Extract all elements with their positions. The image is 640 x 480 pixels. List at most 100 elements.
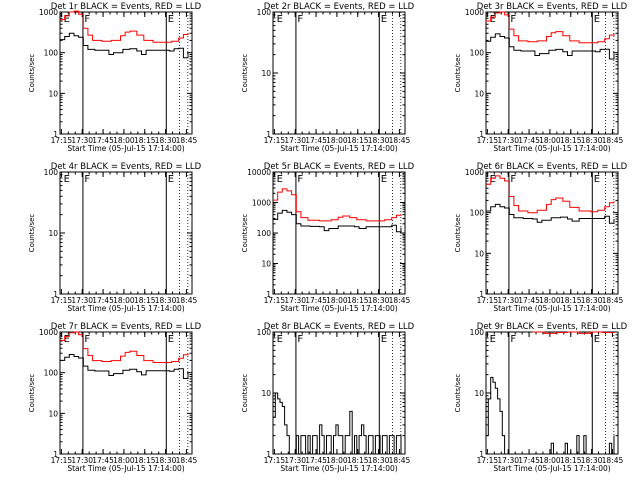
time-marker-label: E [490, 334, 496, 345]
x-axis-label: Start Time (05-Jul-15 17:14:00) [67, 304, 184, 313]
x-tick-label: 17:30 [284, 136, 306, 145]
x-tick-label: 18:30 [155, 456, 177, 465]
chart-title: Det 1r BLACK = Events, RED = LLD [51, 2, 202, 12]
chart-title: Det 2r BLACK = Events, RED = LLD [264, 2, 415, 12]
x-tick-label: 18:00 [326, 456, 348, 465]
y-tick-label: 10 [48, 89, 58, 98]
x-tick-label: 18:30 [581, 456, 603, 465]
x-tick-label: 18:15 [347, 456, 369, 465]
y-tick-label: 100 [257, 8, 272, 17]
y-tick-label: 1 [53, 290, 58, 299]
y-axis-label: Counts/sec [454, 54, 462, 93]
lld-rate-line [60, 331, 189, 363]
y-tick-label: 1000 [39, 328, 58, 337]
y-tick-label: 100 [257, 229, 272, 238]
time-marker-label: E [277, 14, 283, 25]
x-axis-label: Start Time (05-Jul-15 17:14:00) [280, 304, 397, 313]
y-tick-label: 1 [479, 450, 484, 459]
y-tick-label: 1 [266, 290, 271, 299]
x-tick-label: 17:15 [264, 456, 286, 465]
y-tick-label: 100 [44, 49, 59, 58]
y-axis-label: Counts/sec [454, 214, 462, 253]
x-tick-label: 17:30 [71, 296, 93, 305]
x-tick-label: 18:30 [368, 456, 390, 465]
x-axis-label: Start Time (05-Jul-15 17:14:00) [280, 464, 397, 473]
x-tick-label: 17:45 [518, 456, 540, 465]
y-tick-label: 1 [53, 450, 58, 459]
y-tick-label: 1 [266, 130, 271, 139]
time-marker-label: F [297, 334, 303, 345]
y-tick-label: 1 [53, 130, 58, 139]
x-tick-label: 18:15 [347, 136, 369, 145]
y-tick-label: 1 [479, 130, 484, 139]
x-tick-label: 17:30 [497, 136, 519, 145]
event-rate-line [273, 209, 402, 233]
time-marker-label: F [510, 14, 516, 25]
plot-frame [272, 11, 406, 135]
x-axis-label: Start Time (05-Jul-15 17:14:00) [67, 144, 184, 153]
chart-title: Det 4r BLACK = Events, RED = LLD [51, 162, 202, 172]
y-tick-label: 100 [470, 49, 485, 58]
x-tick-label: 18:00 [326, 136, 348, 145]
time-marker-label: E [168, 174, 174, 185]
lld-rate-line [532, 331, 615, 334]
x-axis-label: Start Time (05-Jul-15 17:14:00) [67, 464, 184, 473]
x-tick-label: 18:00 [539, 136, 561, 145]
x-tick-label: 17:15 [51, 136, 73, 145]
chart-title: Det 8r BLACK = Events, RED = LLD [264, 322, 415, 332]
x-axis-label: Start Time (05-Jul-15 17:14:00) [280, 144, 397, 153]
y-tick-label: 1000 [39, 8, 58, 17]
y-axis-label: Counts/sec [28, 54, 36, 93]
x-tick-label: 18:45 [176, 136, 198, 145]
event-rate-line [60, 354, 189, 379]
time-marker-label: F [84, 174, 90, 185]
x-tick-label: 17:45 [92, 456, 114, 465]
lld-rate-line [486, 11, 615, 44]
x-tick-label: 18:30 [368, 136, 390, 145]
x-tick-label: 18:30 [581, 296, 603, 305]
time-marker-label: E [168, 14, 174, 25]
x-tick-label: 18:15 [560, 456, 582, 465]
plot-frame [485, 11, 619, 135]
time-marker-label: E [490, 174, 496, 185]
x-tick-label: 17:45 [92, 136, 114, 145]
x-tick-label: 18:15 [560, 136, 582, 145]
plot-frame [59, 11, 193, 135]
time-marker-label: E [168, 334, 174, 345]
y-tick-label: 10 [48, 229, 58, 238]
x-tick-label: 18:15 [134, 136, 156, 145]
time-marker-label: F [84, 14, 90, 25]
y-tick-label: 100 [44, 168, 59, 177]
chart-title: Det 7r BLACK = Events, RED = LLD [51, 322, 202, 332]
time-marker-label: E [594, 174, 600, 185]
time-marker-label: E [381, 334, 387, 345]
time-marker-label: E [277, 334, 283, 345]
x-tick-label: 18:30 [155, 136, 177, 145]
time-marker-label: E [381, 14, 387, 25]
y-tick-label: 10 [48, 409, 58, 418]
lld-rate-line [486, 175, 615, 214]
chart-title: Det 6r BLACK = Events, RED = LLD [477, 162, 628, 172]
x-tick-label: 18:00 [113, 296, 135, 305]
y-tick-label: 10 [261, 69, 271, 78]
x-tick-label: 17:45 [305, 456, 327, 465]
x-tick-label: 18:00 [113, 136, 135, 145]
time-marker-label: F [84, 334, 90, 345]
chart-panel-3: Det 3r BLACK = Events, RED = LLD 1 10 100 10… [454, 2, 628, 153]
x-tick-label: 18:45 [176, 296, 198, 305]
x-tick-label: 17:15 [51, 296, 73, 305]
x-tick-label: 17:15 [477, 136, 499, 145]
chart-title: Det 5r BLACK = Events, RED = LLD [264, 162, 415, 172]
y-tick-label: 100 [470, 209, 485, 218]
y-axis-label: Counts/sec [241, 374, 249, 413]
x-tick-label: 18:00 [113, 456, 135, 465]
time-marker-label: F [297, 14, 303, 25]
plot-frame [59, 331, 193, 455]
x-tick-label: 18:15 [134, 456, 156, 465]
x-tick-label: 17:30 [71, 456, 93, 465]
x-axis-label: Start Time (05-Jul-15 17:14:00) [493, 464, 610, 473]
time-marker-label: F [510, 334, 516, 345]
y-axis-label: Counts/sec [28, 374, 36, 413]
y-axis-label: Counts/sec [28, 214, 36, 253]
y-tick-label: 100 [257, 328, 272, 337]
